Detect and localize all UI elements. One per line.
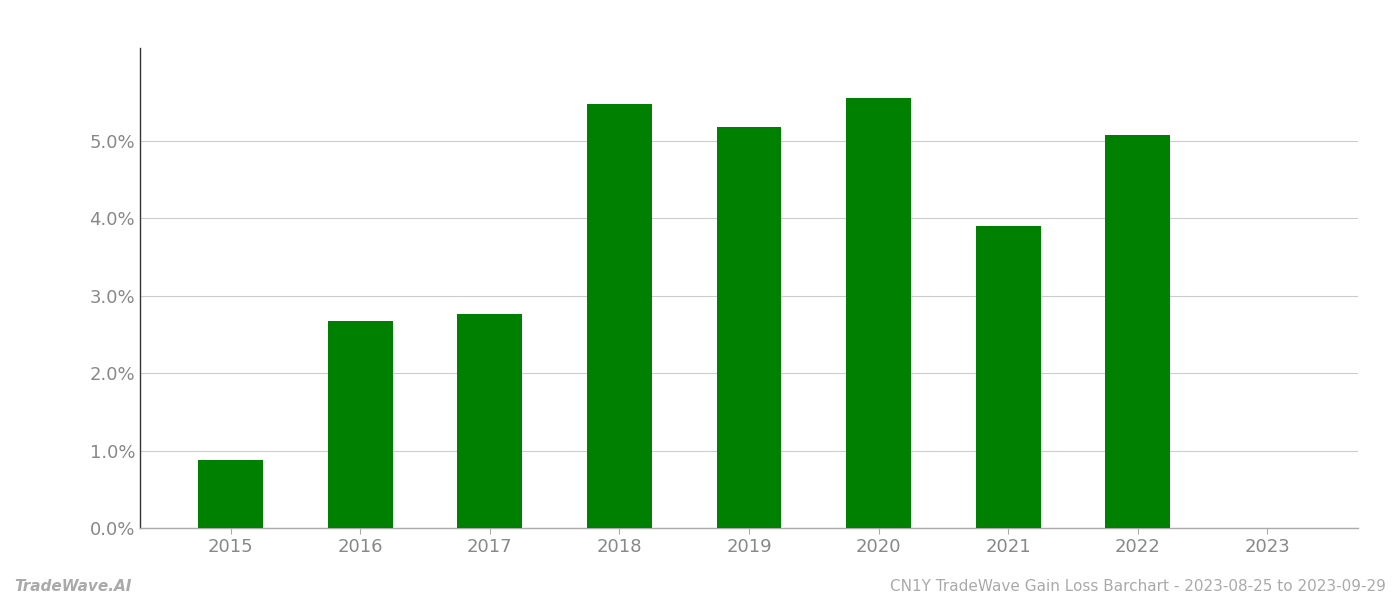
Bar bbox=[328, 320, 392, 528]
Bar bbox=[976, 226, 1040, 528]
Bar bbox=[717, 127, 781, 528]
Bar bbox=[587, 104, 652, 528]
Bar bbox=[199, 460, 263, 528]
Bar bbox=[1106, 135, 1170, 528]
Text: TradeWave.AI: TradeWave.AI bbox=[14, 579, 132, 594]
Bar bbox=[458, 314, 522, 528]
Bar bbox=[846, 98, 911, 528]
Text: CN1Y TradeWave Gain Loss Barchart - 2023-08-25 to 2023-09-29: CN1Y TradeWave Gain Loss Barchart - 2023… bbox=[890, 579, 1386, 594]
